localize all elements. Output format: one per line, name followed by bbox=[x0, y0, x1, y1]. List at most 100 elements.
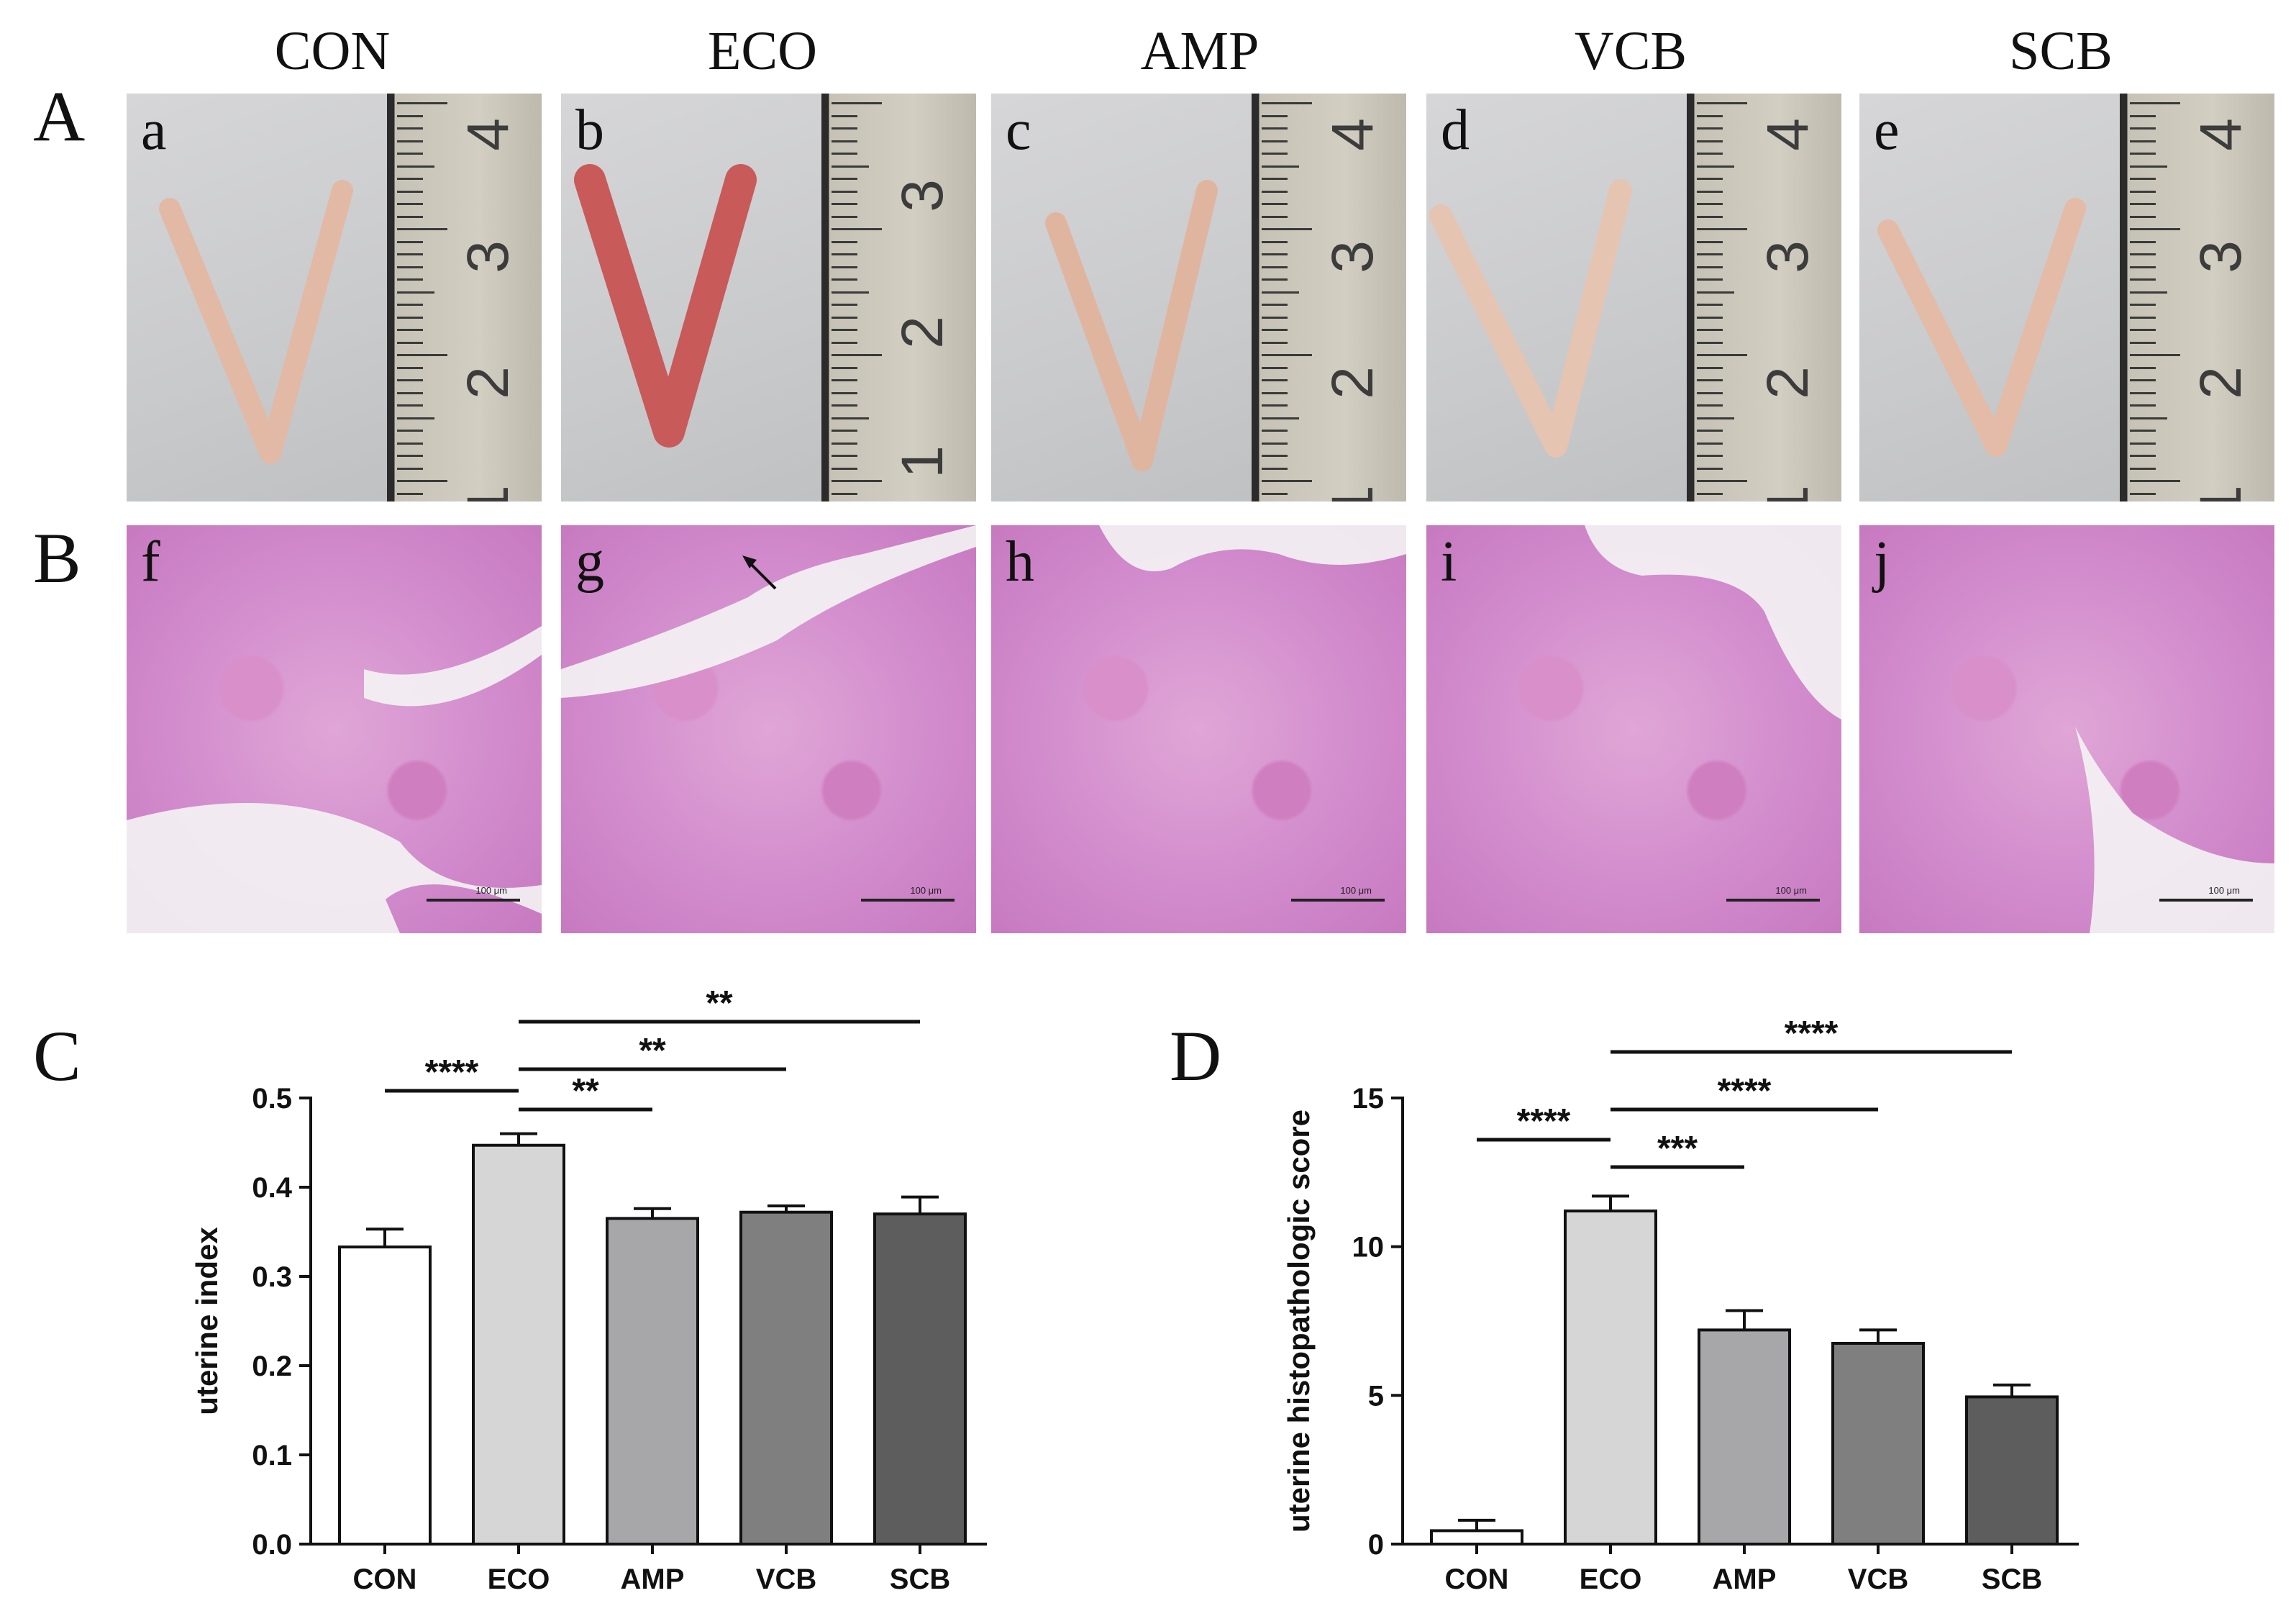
column-header-vcb: VCB bbox=[1574, 21, 1687, 81]
ruler-e bbox=[2120, 94, 2274, 502]
ruler-tick bbox=[1697, 153, 1723, 155]
y-tick-label: 0.4 bbox=[252, 1172, 292, 1204]
scale-bar-label: 100 μm bbox=[1340, 885, 1372, 896]
ruler-number: 2 bbox=[455, 366, 521, 399]
y-tick-label: 5 bbox=[1368, 1380, 1384, 1412]
ruler-tick bbox=[832, 391, 857, 394]
ruler-tick bbox=[1697, 404, 1723, 407]
y-tick-label: 10 bbox=[1352, 1232, 1385, 1263]
y-tick-label: 0.0 bbox=[252, 1529, 292, 1561]
ruler-tick bbox=[1262, 492, 1288, 495]
lumen-shape bbox=[2075, 727, 2274, 933]
ruler-tick bbox=[832, 114, 857, 117]
ruler-tick bbox=[1262, 304, 1288, 306]
x-tick-label: CON bbox=[353, 1564, 417, 1595]
ruler-tick bbox=[832, 467, 857, 470]
ruler-tick bbox=[2130, 291, 2167, 294]
histology-panel-h: h 100 μm bbox=[991, 525, 1406, 933]
y-axis-label: uterine histopathologic score bbox=[1282, 1109, 1316, 1533]
arrow-line bbox=[747, 560, 777, 590]
ruler-tick bbox=[832, 102, 882, 104]
bar-scb bbox=[873, 1212, 967, 1546]
photo-panel-e: e 4 3 2 1 bbox=[1859, 94, 2274, 502]
ruler-tick bbox=[1262, 455, 1288, 457]
ruler-tick bbox=[397, 190, 423, 193]
ruler-number: 3 bbox=[889, 179, 955, 212]
ruler-tick bbox=[832, 404, 857, 407]
uterus-specimen-d bbox=[1429, 179, 1632, 458]
ruler-number: 1 bbox=[1319, 485, 1385, 502]
ruler-tick bbox=[1262, 215, 1288, 218]
ruler-tick bbox=[2130, 127, 2156, 130]
ruler-tick bbox=[1697, 341, 1723, 344]
ruler-tick bbox=[832, 442, 857, 445]
ruler-tick bbox=[397, 291, 434, 294]
ruler-tick bbox=[1262, 253, 1288, 255]
ruler-tick bbox=[1697, 203, 1723, 205]
ruler-tick bbox=[832, 153, 857, 155]
x-tick-label: AMP bbox=[621, 1564, 685, 1595]
ruler-number: 3 bbox=[1754, 240, 1821, 273]
ruler-number: 1 bbox=[455, 485, 521, 502]
ruler-tick bbox=[397, 165, 434, 168]
ruler-tick bbox=[1697, 114, 1723, 117]
panel-letter-h: h bbox=[1006, 530, 1034, 594]
significance-label: **** bbox=[1517, 1102, 1571, 1140]
bar-con bbox=[338, 1245, 432, 1546]
significance-label: **** bbox=[425, 1053, 479, 1092]
ruler-tick bbox=[397, 178, 423, 180]
histology-panel-f: f 100 μm bbox=[127, 525, 542, 933]
ruler-number: 1 bbox=[1754, 485, 1821, 502]
y-tick-label: 0.2 bbox=[252, 1351, 292, 1382]
ruler-tick bbox=[832, 354, 882, 356]
x-tick-label: SCB bbox=[1982, 1564, 2042, 1595]
lumen-shape bbox=[1099, 525, 1406, 571]
ruler-tick bbox=[397, 341, 423, 344]
ruler-tick bbox=[1262, 430, 1288, 432]
ruler-tick bbox=[397, 240, 423, 243]
bar-chart-uterine-index: 0.0 0.1 0.2 0.3 0.4 0.5 uterine index CON ECO AMP… bbox=[190, 984, 987, 1595]
ruler-tick bbox=[2130, 316, 2156, 319]
y-tick-label: 15 bbox=[1352, 1083, 1385, 1115]
ruler-tick bbox=[1262, 316, 1288, 319]
ruler-number: 2 bbox=[889, 316, 955, 349]
ruler-tick bbox=[2130, 153, 2156, 155]
ruler-tick bbox=[1697, 492, 1723, 495]
ruler-tick bbox=[1697, 329, 1723, 331]
ruler-tick bbox=[397, 480, 447, 482]
lumen-shape bbox=[1585, 525, 1841, 720]
panel-letter-e: e bbox=[1874, 99, 1900, 162]
ruler-d bbox=[1687, 94, 1841, 502]
photo-panel-b: b 3 2 1 bbox=[561, 94, 976, 502]
ruler-tick bbox=[832, 140, 857, 142]
ruler-tick bbox=[2130, 379, 2156, 381]
ruler-tick bbox=[832, 291, 869, 294]
ruler-tick bbox=[832, 278, 857, 281]
significance-label: ** bbox=[706, 984, 733, 1022]
ruler-tick bbox=[2130, 114, 2156, 117]
ruler-tick bbox=[397, 215, 423, 218]
ruler-tick bbox=[1262, 153, 1288, 155]
ruler-tick bbox=[1697, 291, 1734, 294]
ruler-tick bbox=[2130, 354, 2180, 356]
panel-letter-i: i bbox=[1441, 530, 1457, 594]
ruler-tick bbox=[397, 467, 423, 470]
ruler-tick bbox=[397, 455, 423, 457]
row-label-b: B bbox=[33, 518, 81, 598]
row-label-c: C bbox=[33, 1016, 81, 1096]
ruler-tick bbox=[1697, 354, 1747, 356]
histology-panel-i: i 100 μm bbox=[1426, 525, 1841, 933]
photo-panel-d: d 4 3 2 1 bbox=[1426, 94, 1841, 502]
ruler-tick bbox=[2130, 391, 2156, 394]
ruler-tick bbox=[2130, 165, 2167, 168]
ruler-tick bbox=[397, 391, 423, 394]
ruler-tick bbox=[1697, 316, 1723, 319]
ruler-tick bbox=[1262, 240, 1288, 243]
ruler-tick bbox=[2130, 190, 2156, 193]
ruler-tick bbox=[1262, 114, 1288, 117]
ruler-tick bbox=[397, 140, 423, 142]
ruler-number: 3 bbox=[2187, 240, 2254, 273]
ruler-tick bbox=[1697, 266, 1723, 268]
ruler-tick bbox=[2130, 366, 2156, 369]
ruler-tick bbox=[1262, 203, 1288, 205]
